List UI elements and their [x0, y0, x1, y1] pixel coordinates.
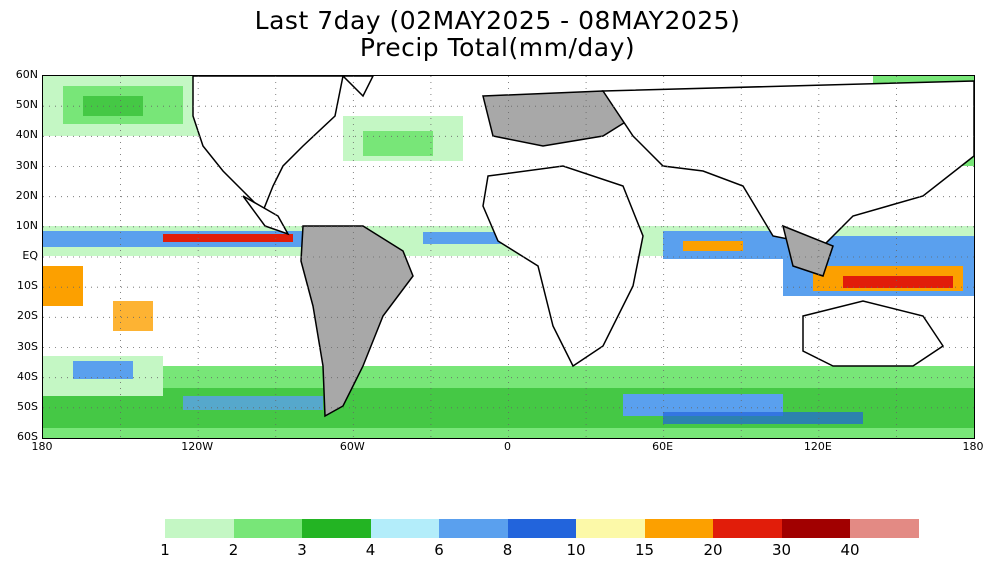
lat-label: 50N — [15, 98, 38, 112]
precip-map — [42, 75, 975, 439]
lat-label: 20S — [17, 309, 38, 323]
colorbar-label: 40 — [840, 541, 860, 559]
colorbar-swatch — [233, 519, 302, 538]
colorbar-swatch — [644, 519, 713, 538]
lon-label: 60W — [339, 440, 365, 453]
colorbar-label: 10 — [566, 541, 586, 559]
colorbar-swatch — [370, 519, 439, 538]
colorbar-label: 8 — [502, 541, 513, 559]
colorbar-swatch — [439, 519, 508, 538]
colorbar-swatch — [781, 519, 850, 538]
title-line-2: Precip Total(mm/day) — [359, 33, 636, 62]
south-america — [300, 225, 414, 418]
colorbar-swatch — [576, 519, 645, 538]
lat-label: 40S — [17, 369, 38, 383]
colorbar-label: 20 — [703, 541, 723, 559]
lat-label: 60S — [17, 430, 38, 443]
australia — [802, 300, 945, 367]
asia — [601, 80, 974, 247]
color-bar — [165, 519, 919, 538]
colorbar-label: 30 — [771, 541, 792, 559]
colorbar-label: 6 — [434, 541, 444, 559]
colorbar-label: 1 — [160, 541, 170, 559]
lat-label: 40N — [15, 128, 38, 142]
north-america — [192, 76, 344, 213]
lat-label: 50S — [17, 399, 38, 413]
lon-label: 120W — [181, 440, 214, 453]
africa — [482, 165, 644, 368]
colorbar-label: 4 — [365, 541, 376, 559]
lat-label: EQ — [22, 249, 38, 262]
map-canvas — [43, 76, 974, 438]
title-line-1: Last 7day (02MAY2025 - 08MAY2025) — [254, 6, 741, 35]
graticule — [43, 76, 974, 438]
colorbar-swatch — [507, 519, 576, 538]
lon-label: 180 — [31, 440, 53, 453]
lon-label: 60E — [652, 440, 674, 453]
colorbar-swatch — [850, 519, 919, 538]
colorbar-swatch — [713, 519, 782, 538]
colorbar-label: 3 — [297, 541, 307, 559]
lon-label: 180 — [962, 440, 984, 453]
lat-label: 30N — [15, 158, 38, 172]
lat-label: 20N — [15, 188, 38, 202]
colorbar-label: 15 — [634, 541, 655, 559]
colorbar-swatch — [165, 519, 234, 538]
colorbar-swatch — [302, 519, 371, 538]
lon-label: 0 — [504, 440, 511, 453]
lat-label: 30S — [17, 339, 38, 353]
colorbar-label: 2 — [228, 541, 239, 559]
lat-label: 10S — [17, 279, 38, 293]
lat-label: 10N — [15, 218, 38, 232]
lat-label: 60N — [15, 68, 38, 81]
lon-label: 120E — [803, 440, 832, 453]
